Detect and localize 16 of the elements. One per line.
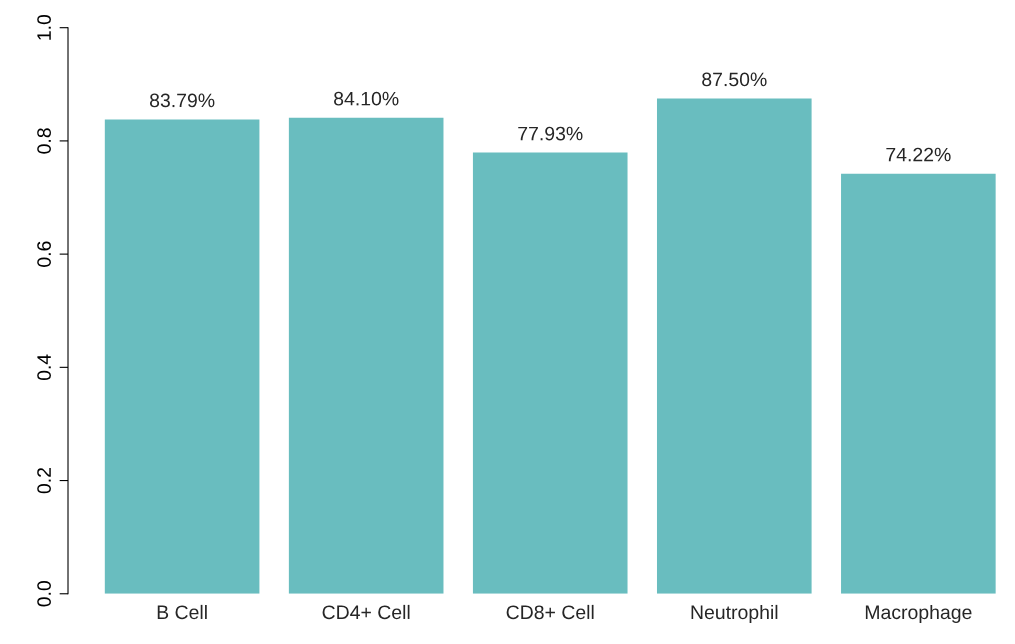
y-tick-label: 0.0	[37, 581, 51, 607]
y-tick-label: 0.6	[37, 241, 51, 267]
data-label: 84.10%	[334, 91, 399, 106]
y-tick-label: 0.2	[37, 468, 51, 494]
x-tick-label: CD4+ Cell	[322, 604, 410, 620]
data-label: 87.50%	[702, 72, 767, 87]
data-label: 74.22%	[886, 147, 951, 162]
data-label: 83.79%	[149, 93, 215, 108]
data-label: 77.93%	[518, 126, 583, 141]
x-tick-label: B Cell	[157, 604, 207, 620]
x-tick-label: CD8+ Cell	[506, 604, 594, 620]
y-tick-label: 1.0	[37, 14, 51, 40]
y-tick-label: 0.4	[37, 354, 51, 381]
x-tick-label: Neutrophil	[691, 604, 778, 624]
y-tick-label: 0.8	[37, 128, 51, 154]
x-tick-label: Macrophage	[865, 604, 972, 624]
